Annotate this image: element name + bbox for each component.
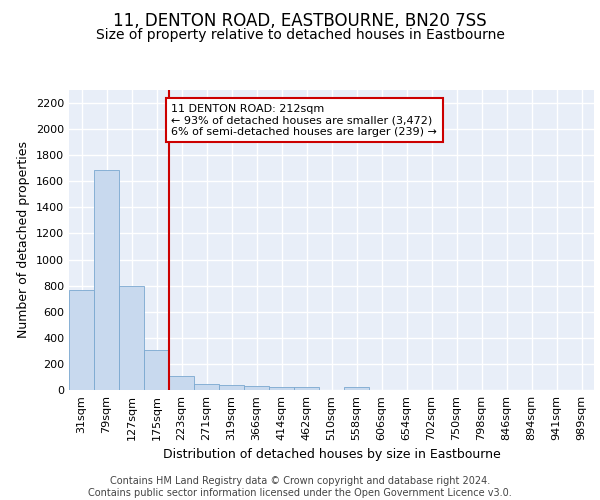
Text: Contains HM Land Registry data © Crown copyright and database right 2024.
Contai: Contains HM Land Registry data © Crown c… [88,476,512,498]
Bar [119,286,144,390]
X-axis label: Distribution of detached houses by size in Eastbourne: Distribution of detached houses by size … [163,448,500,462]
Bar [169,376,194,390]
Bar [144,350,169,390]
Text: 11 DENTON ROAD: 212sqm
← 93% of detached houses are smaller (3,472)
6% of semi-d: 11 DENTON ROAD: 212sqm ← 93% of detached… [172,104,437,136]
Bar [269,386,294,390]
Bar [69,290,94,390]
Bar [294,386,319,390]
Bar [194,384,219,390]
Text: 11, DENTON ROAD, EASTBOURNE, BN20 7SS: 11, DENTON ROAD, EASTBOURNE, BN20 7SS [113,12,487,30]
Bar [219,386,244,390]
Bar [94,170,119,390]
Bar [244,386,269,390]
Y-axis label: Number of detached properties: Number of detached properties [17,142,31,338]
Text: Size of property relative to detached houses in Eastbourne: Size of property relative to detached ho… [95,28,505,42]
Bar [344,386,369,390]
